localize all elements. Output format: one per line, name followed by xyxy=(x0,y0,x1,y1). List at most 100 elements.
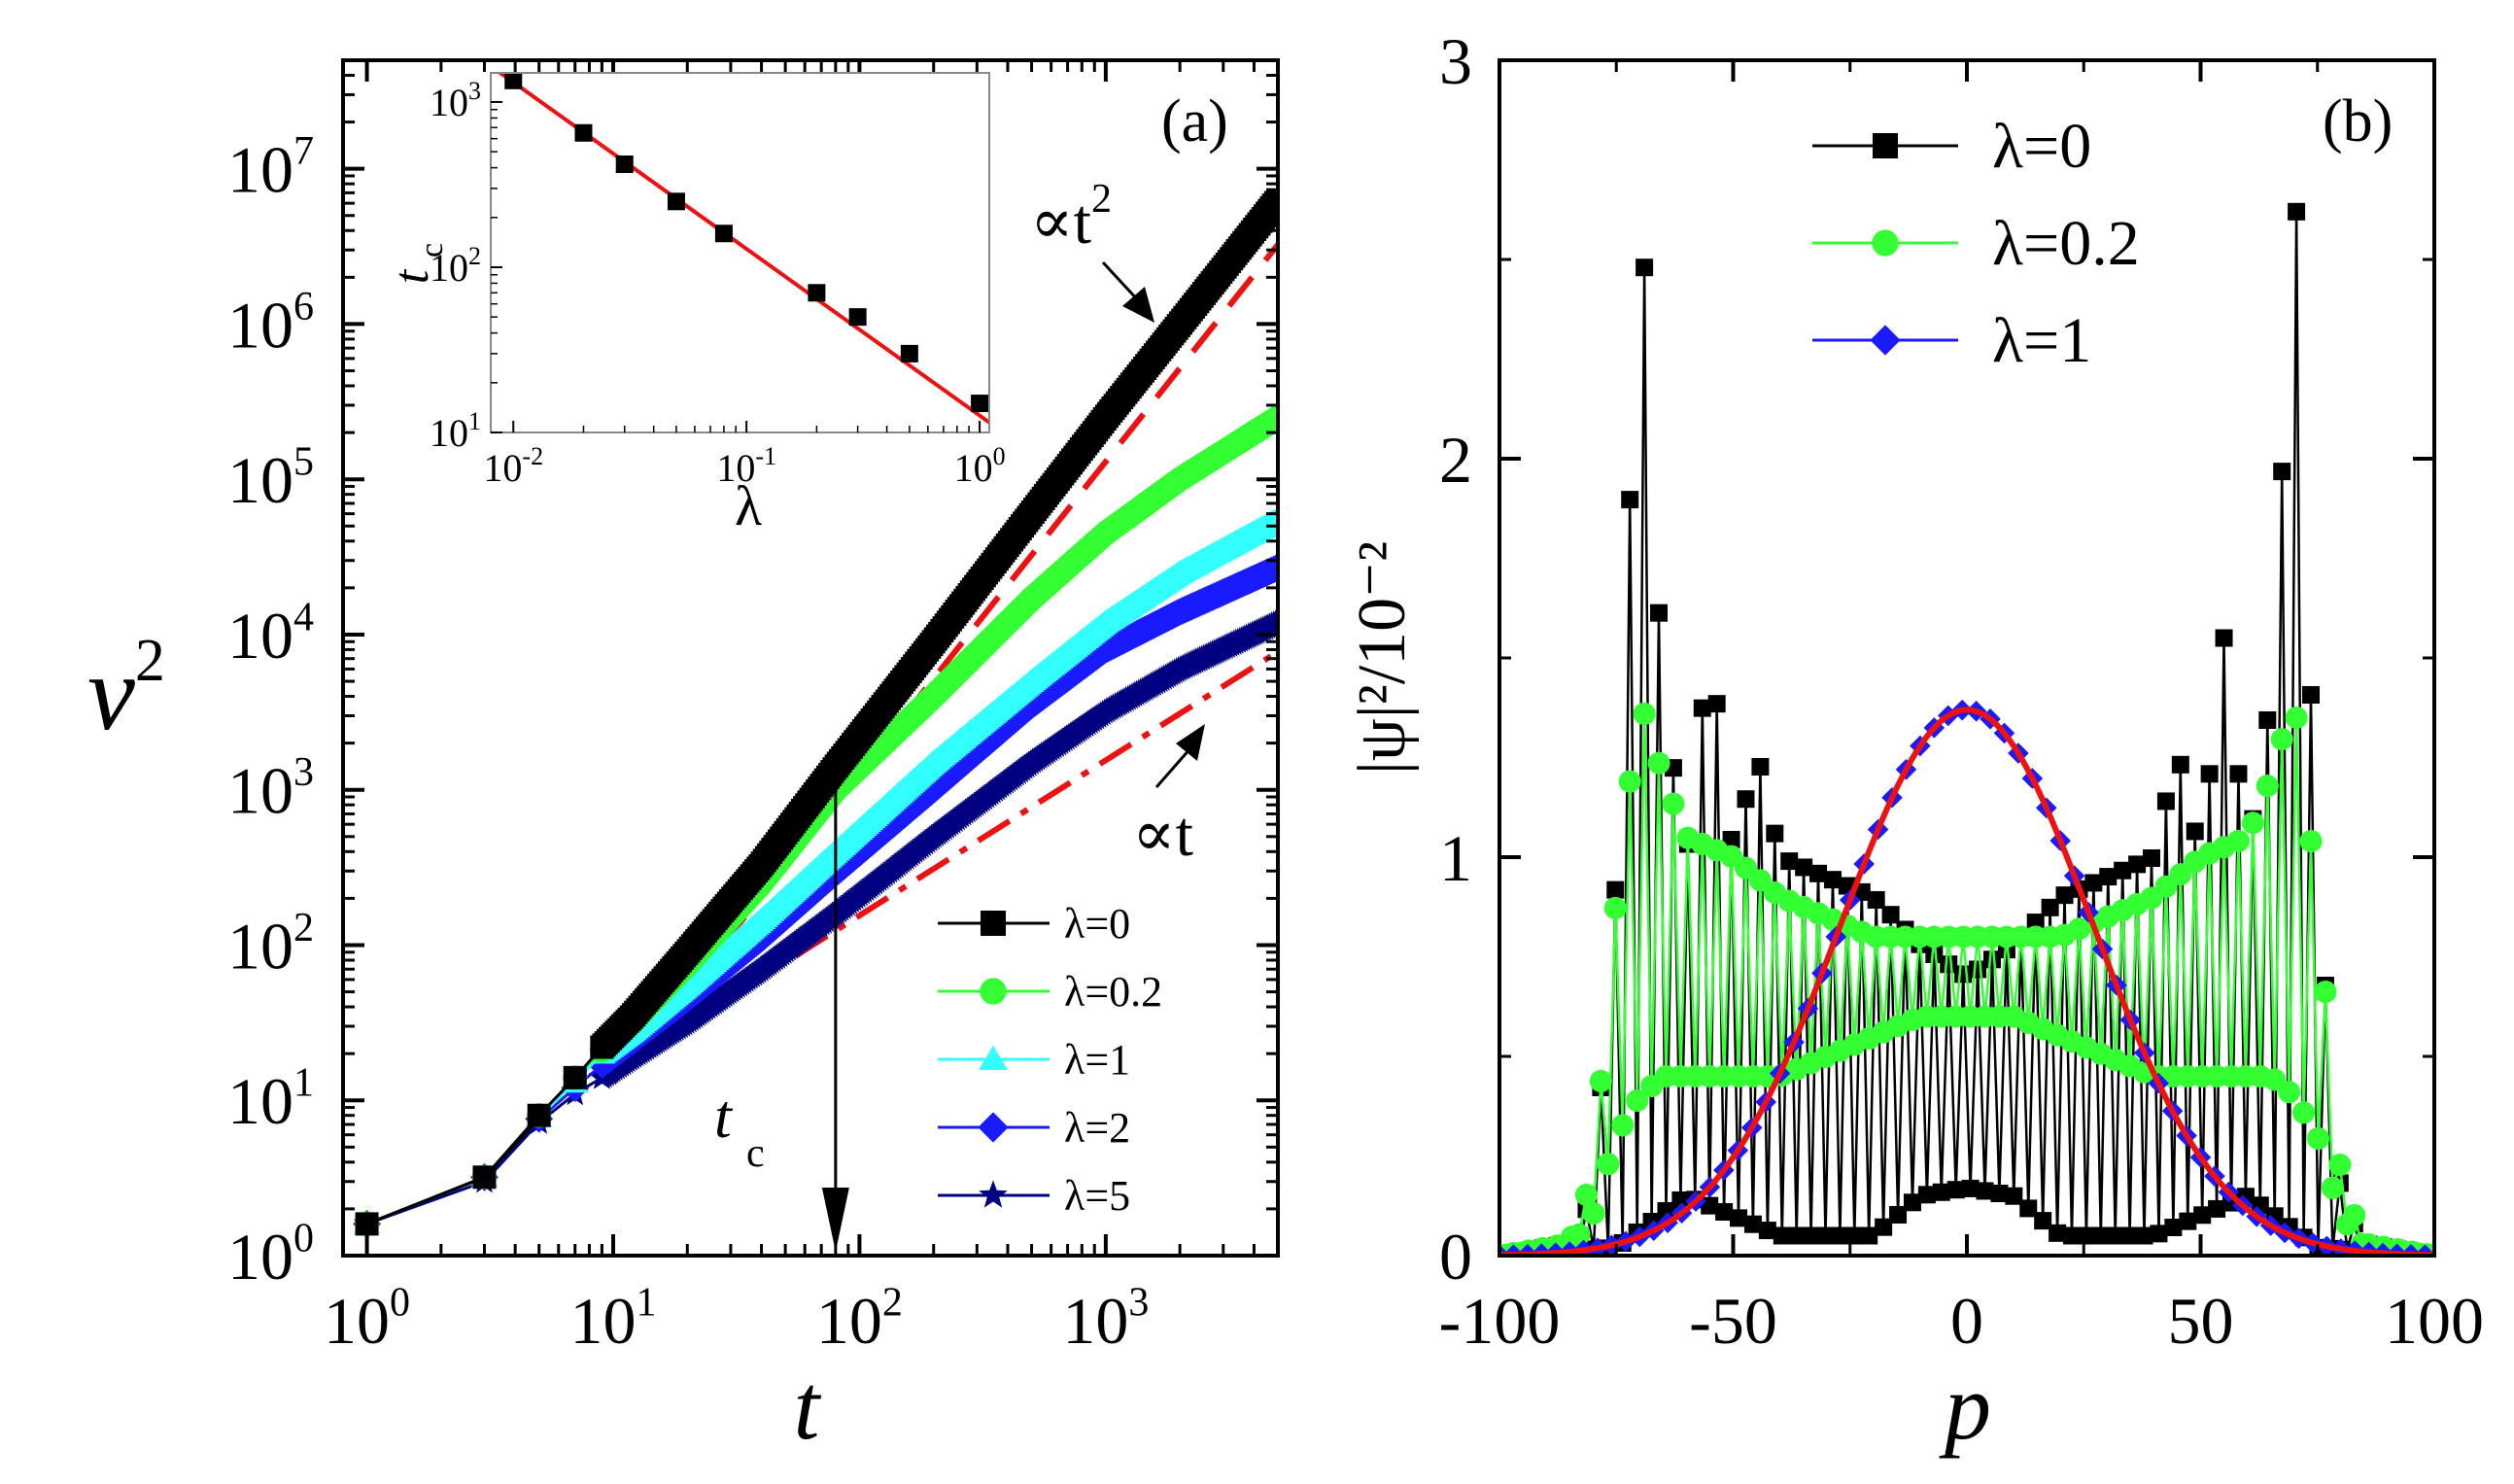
inset-ytick-label: 101 xyxy=(430,407,481,455)
data-point xyxy=(1809,864,1828,882)
data-point xyxy=(1603,896,1627,920)
a-ytick-label-exp: 4 xyxy=(293,595,314,639)
data-point xyxy=(1264,607,1278,634)
panel-a-annotations: tc∝t2∝t xyxy=(714,177,1205,1252)
data-point xyxy=(1802,1226,1820,1245)
data-point xyxy=(1860,1226,1878,1245)
data-point xyxy=(2091,1226,2110,1245)
a-xtick-label: 101 xyxy=(569,1280,656,1358)
t1-reference-line xyxy=(611,649,1278,1074)
data-point xyxy=(1831,1226,1849,1245)
gaussian-fit-curve xyxy=(1499,707,2434,1256)
b-xtick-label: -50 xyxy=(1689,1284,1777,1358)
data-point xyxy=(2258,710,2277,729)
a-ytick-label-base: 10 xyxy=(227,909,293,983)
data-point xyxy=(2226,829,2251,852)
inset-xtick-label-base: 10 xyxy=(954,446,993,490)
data-point xyxy=(1582,1201,1605,1225)
a-ytick-label: 103 xyxy=(227,750,314,828)
data-point xyxy=(2302,685,2321,704)
a-xtick-label: 100 xyxy=(324,1280,410,1358)
panel-a-xlabel: t xyxy=(794,1355,822,1459)
a-ytick-label-base: 10 xyxy=(227,133,293,207)
inset-xtick-label: 10-2 xyxy=(483,442,543,490)
inset-ylabel: t c xyxy=(384,243,450,284)
b-ytick-label: 0 xyxy=(1439,1220,1472,1294)
inset-frame xyxy=(490,72,990,433)
data-point xyxy=(1265,405,1278,431)
data-point xyxy=(1618,770,1641,793)
a-ytick-label-base: 10 xyxy=(227,288,293,362)
a-ytick-label-base: 10 xyxy=(227,1064,293,1138)
data-point xyxy=(2270,728,2293,751)
a-ytick-label-exp: 6 xyxy=(293,285,314,329)
panel-a-label: (a) xyxy=(1161,88,1228,155)
panel-b-xlabel: p xyxy=(1939,1355,1991,1459)
legend-label: λ=0 xyxy=(1064,900,1130,948)
data-point xyxy=(1932,1183,1950,1201)
b-xtick-label: 100 xyxy=(2385,1284,2484,1358)
ylabel-sup: 2 xyxy=(135,628,165,694)
legend-label: λ=5 xyxy=(1064,1172,1130,1220)
data-point xyxy=(2049,1224,2067,1242)
data-point xyxy=(1982,950,2001,969)
a-xtick-label-base: 10 xyxy=(569,1284,636,1358)
a-ytick-label-exp: 7 xyxy=(293,129,314,174)
inset-data xyxy=(497,73,989,425)
data-point xyxy=(1845,1226,1864,1245)
legend-label: λ=1 xyxy=(1064,1036,1130,1084)
inset-xlabel: λ xyxy=(735,474,762,537)
data-point xyxy=(1671,1191,1690,1209)
data-point xyxy=(2328,1153,2352,1177)
panel-b-legend: λ=0 λ=0.2 λ=1 xyxy=(1812,111,2140,376)
inset-xtick-label: 10-1 xyxy=(716,442,776,490)
a-ytick-label-exp: 3 xyxy=(293,750,314,795)
a-xtick-label-exp: 0 xyxy=(390,1280,410,1325)
a-ytick-label-base: 10 xyxy=(227,599,293,673)
data-point xyxy=(1946,1181,1965,1199)
legend-marker xyxy=(981,911,1006,936)
inset-ylabel-sub: c xyxy=(414,243,450,258)
a-ytick-label: 105 xyxy=(227,440,314,518)
data-point xyxy=(2084,874,2103,892)
data-point xyxy=(1780,852,1799,871)
inset-data-point xyxy=(808,284,826,302)
panel-b-ticks: -100 -50 0 50 100 0 1 2 3 xyxy=(1439,24,2484,1358)
inset-ytick-label-exp: 2 xyxy=(468,242,481,270)
data-point xyxy=(1715,1203,1734,1222)
data-point xyxy=(1574,1183,1599,1207)
inset-ytick-label: 103 xyxy=(430,77,481,124)
legend-marker xyxy=(979,1180,1008,1208)
inset-data-point xyxy=(971,395,989,413)
a-ytick-label: 104 xyxy=(227,595,314,673)
data-point xyxy=(1881,906,1900,924)
legend-marker xyxy=(978,1112,1009,1143)
b-xtick-label: 50 xyxy=(2168,1284,2234,1358)
a-ytick-label-exp: 2 xyxy=(293,906,314,950)
data-point xyxy=(1976,1182,1994,1200)
legend-marker xyxy=(1870,325,1901,356)
inset-fit-line xyxy=(497,73,989,425)
a-ytick-label: 102 xyxy=(227,906,314,984)
inset-xtick-label-base: 10 xyxy=(483,446,522,490)
inset-data-point xyxy=(900,344,918,362)
series-λ=2 xyxy=(353,553,1278,1238)
data-point xyxy=(2306,1126,2330,1151)
data-point xyxy=(2285,706,2308,730)
data-point xyxy=(1647,751,1670,775)
data-point xyxy=(2128,855,2147,874)
ylabel-nu: ν xyxy=(87,634,135,752)
inset-ytick-label-exp: 3 xyxy=(468,77,481,105)
a-ytick-label-exp: 1 xyxy=(293,1061,314,1106)
a-ytick-label-exp: 0 xyxy=(293,1216,314,1260)
t2-label-exp: 2 xyxy=(1091,177,1112,222)
b-xtick-label: 0 xyxy=(1950,1284,1983,1358)
data-point xyxy=(1766,824,1784,843)
data-point xyxy=(2229,765,2248,783)
data-point xyxy=(1722,830,1740,848)
legend-marker xyxy=(1873,133,1898,158)
